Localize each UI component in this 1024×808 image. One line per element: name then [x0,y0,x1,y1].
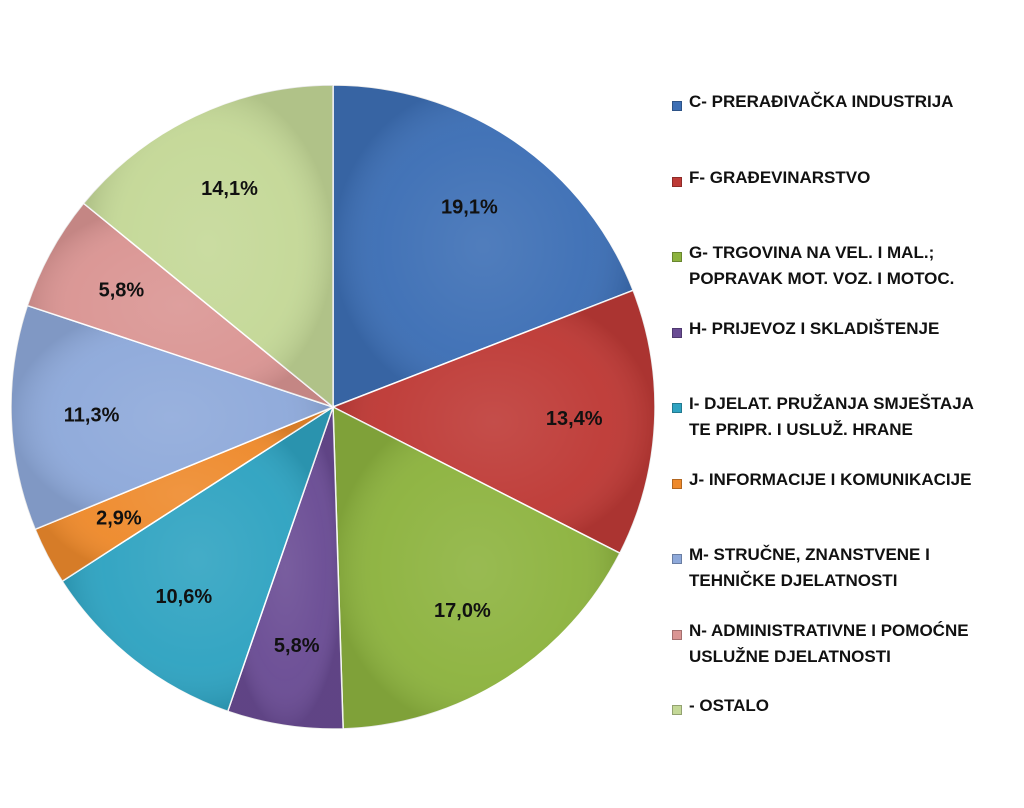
data-label-f-gradevinarstvo: 13,4% [546,408,603,430]
legend-label-line: J- INFORMACIJE I KOMUNIKACIJE [689,469,972,489]
pie-chart: 19,1% 13,4% 17,0% 5,8% 10,6% 2,9% 11,3% 5,8% 14,… [10,84,656,730]
legend-swatch [672,403,682,413]
legend-label: G- TRGOVINA NA VEL. I MAL.; POPRAVAK MOT.… [689,240,1024,292]
legend-label-line: - OSTALO [689,696,769,715]
legend-item-j-informacije-i-komunikacije: J- INFORMACIJE I KOMUNIKACIJE [672,470,1024,493]
data-label-n-administrativne-i-pomocne-usluzne-djelatnosti: 5,8% [99,280,145,302]
legend-swatch [672,176,682,187]
legend-item-ostalo: - OSTALO [672,696,1024,719]
legend-swatch [672,101,682,111]
legend-label: - OSTALO [689,693,1024,719]
legend-label: N- ADMINISTRATIVNE I POMOĆNE USLUŽNE DJEL… [689,618,1024,670]
legend-swatch [672,705,682,715]
pie-slice-shading [333,407,620,729]
legend-item-i-djelat-pruzanja-smjestaja-te-pripr-i-usluz-hrane: I- DJELAT. PRUŽANJA SMJEŠTAJA TE PRIPR. I… [672,394,1024,443]
legend-label: M- STRUČNE, ZNANSTVENE I TEHNIČKE DJELATN… [689,542,1024,594]
legend-item-h-prijevoz-i-skladistenje: H- PRIJEVOZ I SKLADIŠTENJE [672,319,1024,342]
pie-slice-shading [333,290,655,554]
legend-swatch [672,554,682,564]
legend-label-line: G- TRGOVINA NA VEL. I MAL.; [689,243,935,262]
legend-label: H- PRIJEVOZ I SKLADIŠTENJE [689,316,1024,342]
legend-item-c-preradivacka-industrija: C- PRERAĐIVAČKA INDUSTRIJA [672,92,1024,115]
data-label-h-prijevoz-i-skladistenje: 5,8% [274,635,320,657]
pie-slice-shading [227,407,344,729]
pie-slices [10,84,656,730]
pie-chart-svg: 19,1% 13,4% 17,0% 5,8% 10,6% 2,9% 11,3% 5,8% 14,… [10,84,656,730]
legend-swatch [672,478,682,489]
legend-item-m-strucne-znanstvene-i-tehnicke-djelatnosti: M- STRUČNE, ZNANSTVENE I TEHNIČKE DJELATN… [672,545,1024,594]
legend-item-n-administrativne-i-pomocne-usluzne-djelatnosti: N- ADMINISTRATIVNE I POMOĆNE USLUŽNE DJEL… [672,621,1024,670]
legend-swatch [672,327,682,338]
legend-label-line: USLUŽNE DJELATNOSTI [689,646,891,666]
legend-item-f-gradevinarstvo: F- GRAĐEVINARSTVO [672,168,1024,191]
pie-slice-shading [62,407,333,712]
legend-label-line: H- PRIJEVOZ I SKLADIŠTENJE [689,318,940,338]
pie-slice-shading [35,407,333,582]
legend-label-line: F- GRAĐEVINARSTVO [689,167,871,187]
pie-slice-shading [11,305,333,530]
data-label-j-informacije-i-komunikacije: 2,9% [96,508,142,530]
data-label-g-trgovina-na-vel-i-mal-popravak-mot-voz-i-motoc: 17,0% [434,600,491,622]
legend-label: C- PRERAĐIVAČKA INDUSTRIJA [689,89,1024,115]
pie-slice-shading [83,85,333,407]
pie-slice-shading [333,85,634,407]
legend-label-line: TEHNIČKE DJELATNOSTI [689,571,898,590]
legend-label: J- INFORMACIJE I KOMUNIKACIJE [689,467,1024,493]
legend-label-line: M- STRUČNE, ZNANSTVENE I [689,545,930,564]
legend-label-line: POPRAVAK MOT. VOZ. I MOTOC. [689,269,955,288]
legend-label-line: C- PRERAĐIVAČKA INDUSTRIJA [689,92,954,111]
legend: C- PRERAĐIVAČKA INDUSTRIJA F- GRAĐEVINARS… [672,0,1024,808]
legend-swatch [672,252,682,262]
legend-swatch [672,629,682,640]
data-label-i-djelat-pruzanja-smjestaja-te-pripr-i-usluz-hrane: 10,6% [155,586,212,608]
data-label-ostalo: 14,1% [201,178,258,200]
legend-label-line: N- ADMINISTRATIVNE I POMOĆNE [689,620,969,640]
pie-slice-shading [27,203,333,407]
pie-value-labels: 19,1% 13,4% 17,0% 5,8% 10,6% 2,9% 11,3% 5,8% 14,… [64,178,603,657]
data-label-c-preradivacka-industrija: 19,1% [441,197,498,219]
legend-label-line: I- DJELAT. PRUŽANJA SMJEŠTAJA [689,394,974,413]
legend-item-g-trgovina-na-vel-i-mal-popravak-mot-voz-i-motoc: G- TRGOVINA NA VEL. I MAL.; POPRAVAK MOT.… [672,243,1024,292]
legend-label-line: TE PRIPR. I USLUŽ. HRANE [689,420,913,439]
legend-label: I- DJELAT. PRUŽANJA SMJEŠTAJA TE PRIPR. I… [689,391,1024,443]
legend-label: F- GRAĐEVINARSTVO [689,165,1024,191]
data-label-m-strucne-znanstvene-i-tehnicke-djelatnosti: 11,3% [64,404,120,426]
